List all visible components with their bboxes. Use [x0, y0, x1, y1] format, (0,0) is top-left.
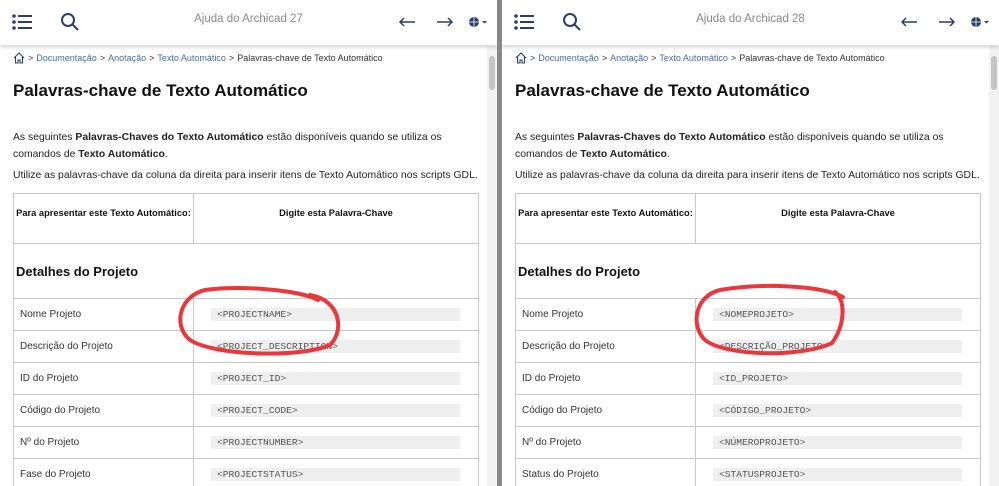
page-title: Palavras-chave de Texto Automático [515, 81, 810, 100]
column-header: Para apresentar este Texto Automático: [13, 193, 194, 244]
window-title: Ajuda do Archicad 27 [194, 13, 303, 25]
section-heading: Detalhes do Projeto [13, 243, 479, 299]
search-icon[interactable] [562, 10, 582, 34]
autotext-label: Nº do Projeto [13, 426, 194, 459]
forward-arrow-icon[interactable] [436, 10, 454, 34]
page-title: Palavras-chave de Texto Automático [13, 81, 308, 100]
home-icon[interactable] [13, 52, 25, 64]
globe-language-icon[interactable] [970, 10, 990, 34]
table-row: Fase do Projeto <PROJECTSTATUS> [13, 458, 479, 486]
table-row: Código do Projeto <PROJECT_CODE> [13, 394, 479, 427]
keyword-code: <PROJECT_DESCRIPTION> [211, 340, 460, 353]
table-row: Nº do Projeto <PROJECTNUMBER> [13, 426, 479, 459]
table-row: Status do Projeto <STATUSPROJETO> [515, 458, 981, 486]
breadcrumb-current: Palavras-chave de Texto Automático [739, 53, 885, 63]
autotext-label: Status do Projeto [515, 458, 696, 486]
autotext-label: Descrição do Projeto [13, 330, 194, 363]
breadcrumb: > Documentação > Anotação > Texto Automátic… [13, 52, 383, 64]
breadcrumb-link[interactable]: Texto Automático [659, 53, 728, 63]
menu-list-icon[interactable] [514, 10, 534, 34]
section-heading: Detalhes do Projeto [515, 243, 981, 299]
table-row: Descrição do Projeto <DESCRIÇÃO_PROJETO> [515, 330, 981, 363]
autotext-label: Fase do Projeto [13, 458, 194, 486]
column-header: Para apresentar este Texto Automático: [515, 193, 696, 244]
usage-paragraph: Utilize as palavras-chave da coluna da d… [515, 170, 980, 181]
breadcrumb-link[interactable]: Texto Automático [157, 53, 226, 63]
column-header: Digite esta Palavra-Chave [193, 193, 479, 244]
menu-list-icon[interactable] [12, 10, 32, 34]
scrollbar[interactable] [989, 46, 999, 486]
top-bar: Ajuda do Archicad 28 [502, 0, 999, 45]
home-icon[interactable] [515, 52, 527, 64]
autotext-label: Nome Projeto [515, 298, 696, 331]
breadcrumb-link[interactable]: Anotação [108, 53, 147, 63]
keyword-code: <DESCRIÇÃO_PROJETO> [713, 340, 962, 353]
breadcrumb-link[interactable]: Documentação [538, 53, 599, 63]
keyword-code: <STATUSPROJETO> [713, 468, 962, 481]
forward-arrow-icon[interactable] [938, 10, 956, 34]
autotext-label: Descrição do Projeto [515, 330, 696, 363]
autotext-label: Código do Projeto [515, 394, 696, 427]
intro-paragraph: As seguintes Palavras-Chaves do Texto Au… [13, 132, 442, 160]
keyword-code: <PROJECT_ID> [211, 372, 460, 385]
table-row: Descrição do Projeto <PROJECT_DESCRIPTIO… [13, 330, 479, 363]
scrollbar-thumb[interactable] [489, 56, 495, 90]
breadcrumb-link[interactable]: Documentação [36, 53, 97, 63]
help-panel-2: Ajuda do Archicad 28 > Documentação > Anot… [502, 0, 999, 486]
back-arrow-icon[interactable] [398, 10, 416, 34]
intro-paragraph: As seguintes Palavras-Chaves do Texto Au… [515, 132, 944, 160]
autotext-label: ID do Projeto [515, 362, 696, 395]
keyword-code: <CÓDIGO_PROJETO> [713, 404, 962, 417]
scrollbar[interactable] [487, 46, 497, 486]
scrollbar-thumb[interactable] [991, 56, 997, 90]
breadcrumb-link[interactable]: Anotação [610, 53, 649, 63]
table-row: Nome Projeto <PROJECTNAME> [13, 298, 479, 331]
keyword-table: Para apresentar este Texto Automático: Di… [515, 193, 981, 486]
keyword-code: <NÚMEROPROJETO> [713, 436, 962, 449]
globe-language-icon[interactable] [468, 10, 488, 34]
table-row: ID do Projeto <PROJECT_ID> [13, 362, 479, 395]
table-row: ID do Projeto <ID_PROJETO> [515, 362, 981, 395]
window-title: Ajuda do Archicad 28 [696, 13, 805, 25]
autotext-label: Nº do Projeto [515, 426, 696, 459]
autotext-label: Nome Projeto [13, 298, 194, 331]
keyword-code: <PROJECTSTATUS> [211, 468, 460, 481]
search-icon[interactable] [60, 10, 80, 34]
keyword-code: <NOMEPROJETO> [713, 308, 962, 321]
breadcrumb-current: Palavras-chave de Texto Automático [237, 53, 383, 63]
autotext-label: Código do Projeto [13, 394, 194, 427]
keyword-table: Para apresentar este Texto Automático: Di… [13, 193, 479, 486]
table-row: Código do Projeto <CÓDIGO_PROJETO> [515, 394, 981, 427]
keyword-code: <PROJECTNAME> [211, 308, 460, 321]
help-panel-1: Ajuda do Archicad 27 > Documentação > Anot… [0, 0, 497, 486]
keyword-code: <PROJECT_CODE> [211, 404, 460, 417]
breadcrumb: > Documentação > Anotação > Texto Automátic… [515, 52, 885, 64]
keyword-code: <ID_PROJETO> [713, 372, 962, 385]
top-bar: Ajuda do Archicad 27 [0, 0, 497, 45]
table-row: Nº do Projeto <NÚMEROPROJETO> [515, 426, 981, 459]
autotext-label: ID do Projeto [13, 362, 194, 395]
column-header: Digite esta Palavra-Chave [695, 193, 981, 244]
back-arrow-icon[interactable] [900, 10, 918, 34]
usage-paragraph: Utilize as palavras-chave da coluna da d… [13, 170, 478, 181]
keyword-code: <PROJECTNUMBER> [211, 436, 460, 449]
table-row: Nome Projeto <NOMEPROJETO> [515, 298, 981, 331]
